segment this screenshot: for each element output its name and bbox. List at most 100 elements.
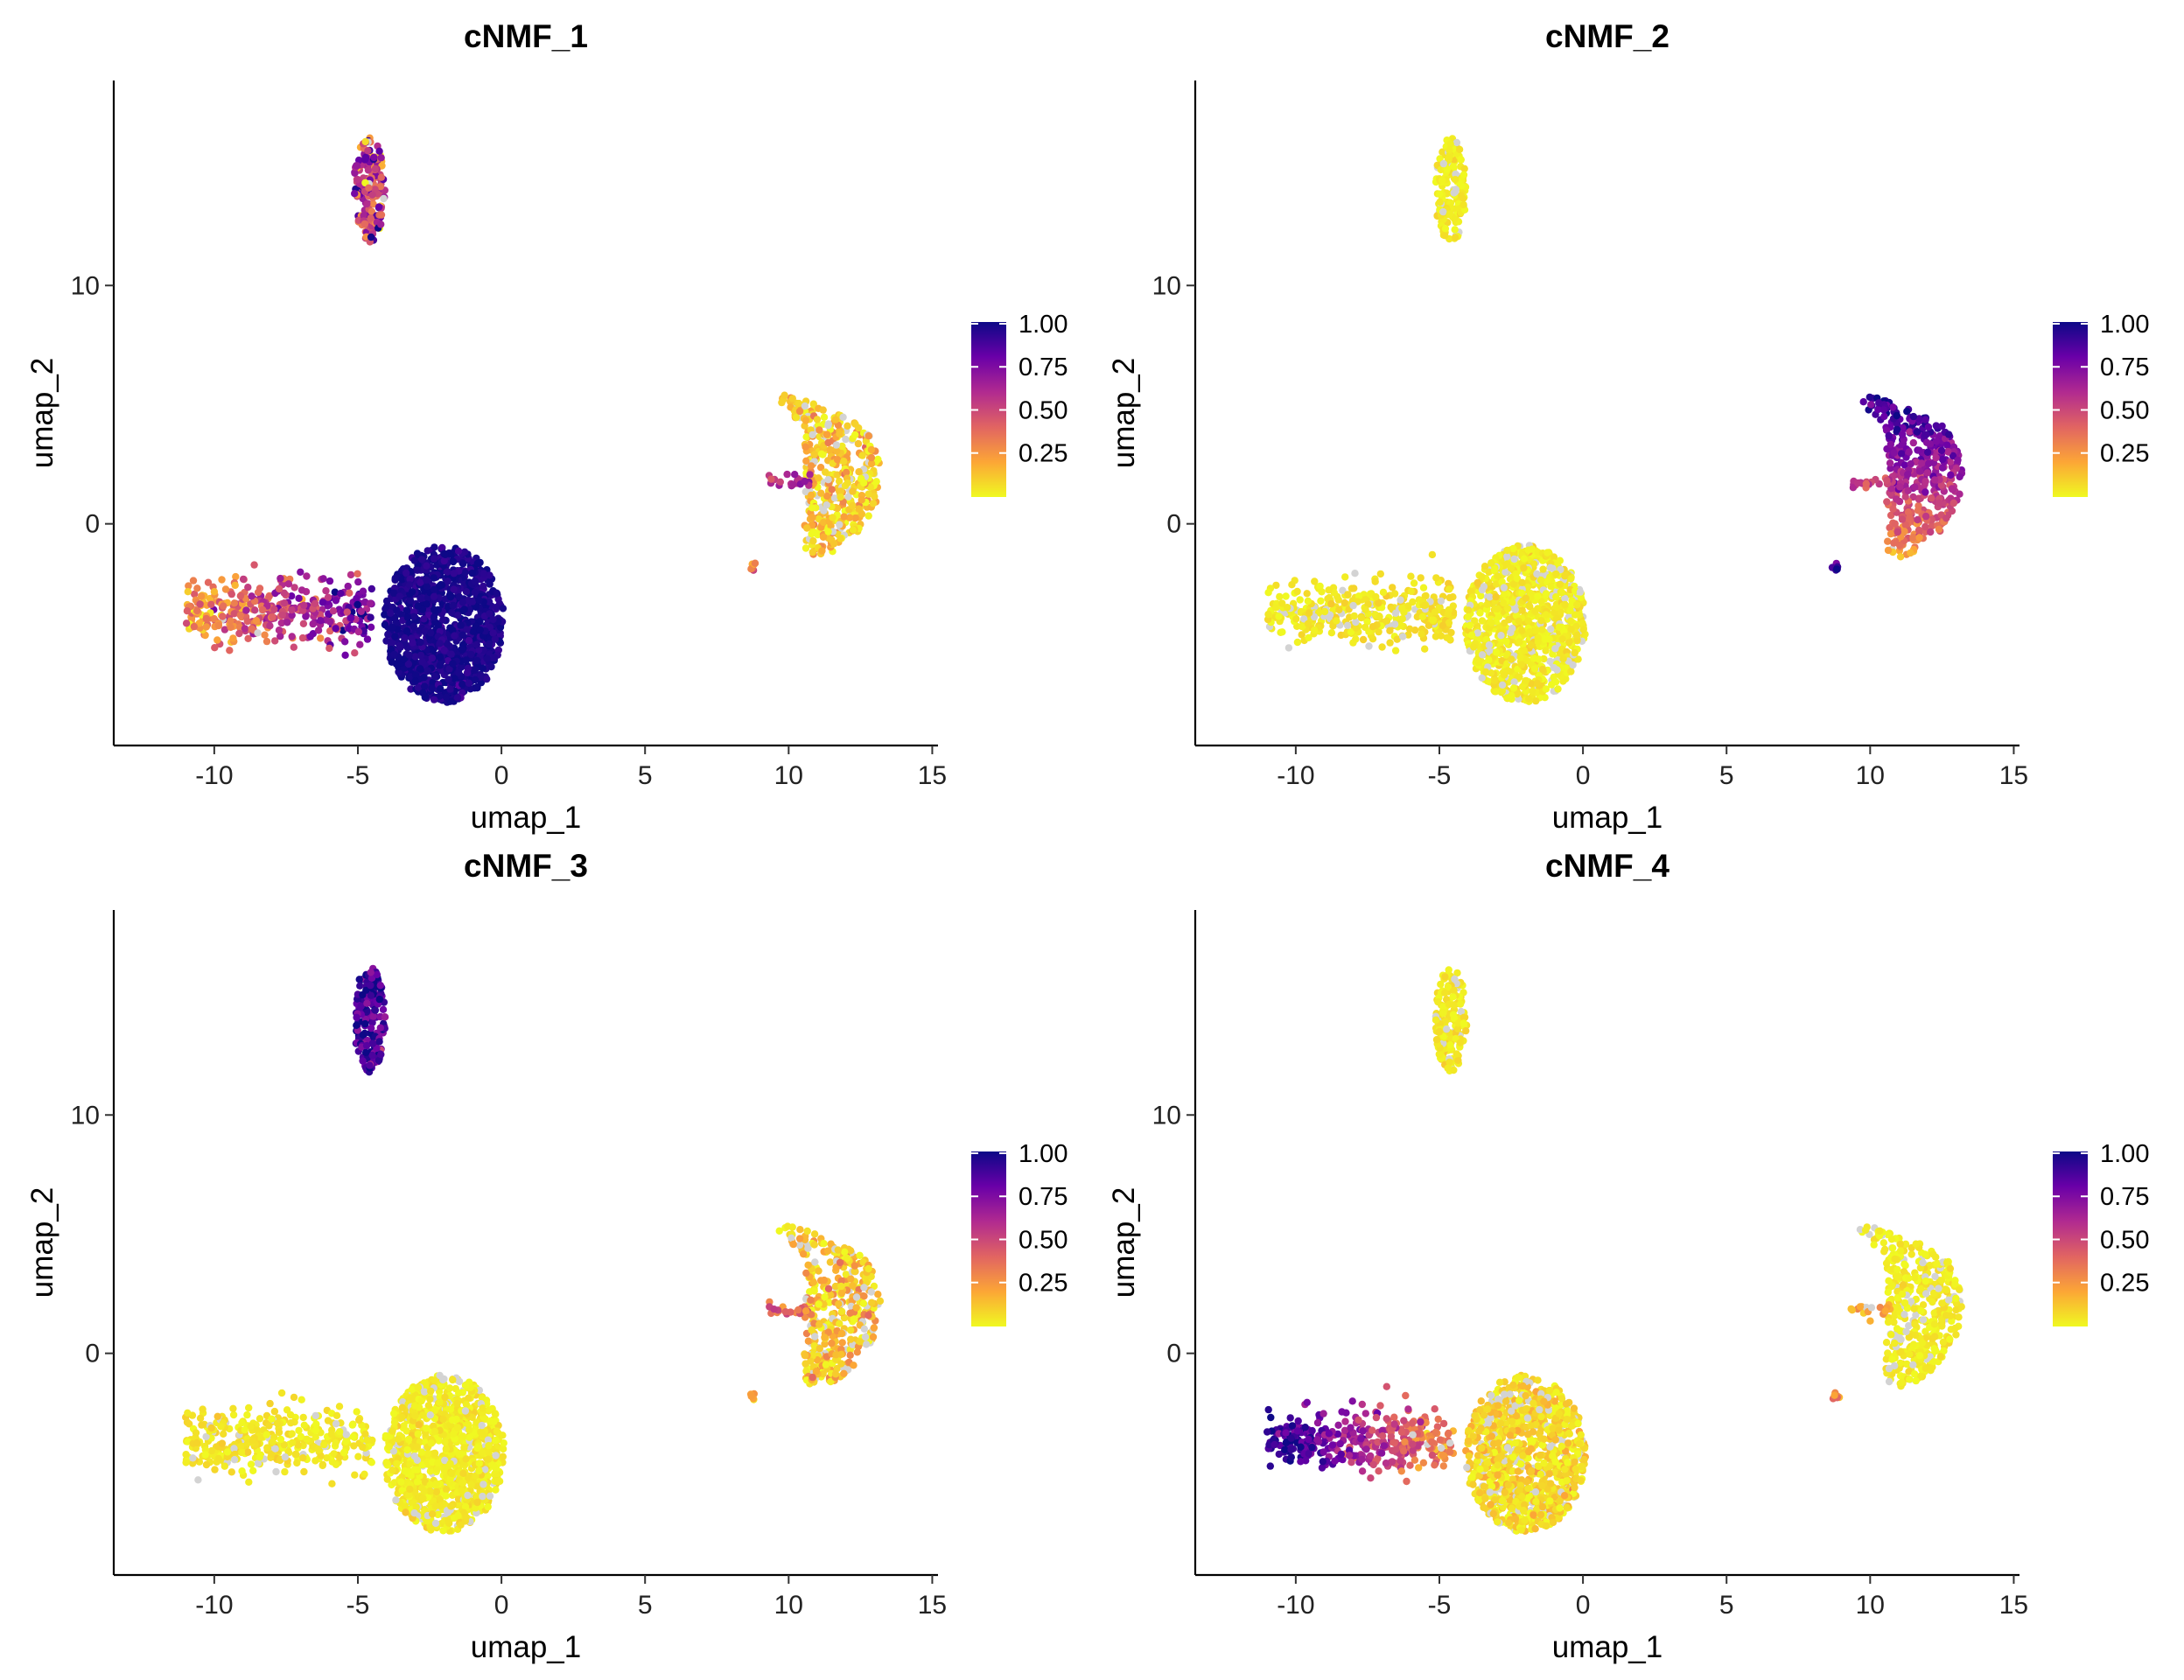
x-axis-title: umap_1 <box>1552 801 1662 835</box>
cell-point <box>780 391 788 399</box>
cell-point <box>242 606 250 614</box>
cell-point <box>359 1031 368 1039</box>
cell-point <box>1889 403 1897 411</box>
cell-point <box>1304 620 1312 628</box>
cell-point <box>483 675 491 683</box>
cell-point <box>1492 592 1500 601</box>
cell-point <box>1318 588 1326 596</box>
scatter-points <box>182 134 883 706</box>
cell-point <box>361 137 369 146</box>
cell-point <box>1542 685 1550 693</box>
cell-point <box>1943 441 1951 449</box>
cell-point <box>410 622 417 631</box>
cell-point <box>275 626 284 634</box>
cell-point <box>402 569 410 578</box>
cell-point <box>1382 617 1391 625</box>
cell-point <box>1310 626 1319 634</box>
cell-point <box>1501 590 1508 598</box>
cell-point <box>1390 620 1399 628</box>
cell-point <box>376 982 384 990</box>
colorbar-label: 0.75 <box>1018 354 1068 382</box>
cell-point <box>1884 537 1892 545</box>
cell-point <box>1500 671 1508 679</box>
cell-point <box>326 577 334 585</box>
cell-point <box>423 583 431 591</box>
cell-point <box>1417 574 1424 582</box>
cell-point <box>428 654 437 662</box>
cell-point <box>1917 459 1926 467</box>
cell-point <box>442 1486 451 1494</box>
cell-point <box>396 592 403 600</box>
cell-point <box>361 1019 369 1028</box>
cell-point <box>402 606 411 614</box>
cell-point <box>1859 398 1867 406</box>
cell-point <box>824 422 832 430</box>
cell-point <box>319 575 327 583</box>
cell-point <box>1561 600 1569 609</box>
cell-point <box>382 602 391 611</box>
cell-point <box>1405 625 1414 633</box>
cell-point <box>1325 586 1333 594</box>
cell-point <box>1567 617 1575 625</box>
cell-point <box>414 683 423 691</box>
cell-point <box>381 1013 389 1021</box>
cell-point <box>491 635 499 643</box>
cell-point <box>1437 632 1446 640</box>
cell-point <box>243 617 251 626</box>
cell-point <box>480 570 488 578</box>
cell-point <box>849 501 857 510</box>
cell-point <box>411 653 419 661</box>
cell-point <box>468 569 476 578</box>
cell-point <box>871 493 878 500</box>
cell-point <box>430 555 438 563</box>
cell-point <box>1359 635 1368 644</box>
cell-point <box>375 995 383 1004</box>
cell-point <box>486 610 494 618</box>
cell-point <box>302 612 310 620</box>
cell-point <box>1566 606 1574 614</box>
cell-point <box>818 547 826 555</box>
cell-point <box>1264 589 1272 597</box>
cell-point <box>1937 446 1946 455</box>
cell-point <box>1466 621 1474 629</box>
cell-point <box>808 491 816 500</box>
cell-point <box>228 590 235 598</box>
cell-point <box>1501 619 1508 627</box>
cell-point <box>1264 610 1272 619</box>
cell-point <box>855 505 863 513</box>
cell-point <box>839 413 847 421</box>
cell-point <box>1914 507 1922 514</box>
cell-point <box>430 613 438 621</box>
cell-point <box>440 556 448 565</box>
cell-point <box>331 588 339 596</box>
cell-point <box>1492 648 1501 656</box>
cell-point <box>1502 638 1510 646</box>
cell-point <box>284 580 293 588</box>
cell-point <box>454 547 463 555</box>
cell-point <box>824 438 832 447</box>
cell-point <box>346 589 354 597</box>
cell-point <box>1542 611 1550 619</box>
cell-point <box>836 521 844 528</box>
cell-point <box>360 220 368 228</box>
cell-point <box>1909 534 1917 542</box>
cell-point <box>1485 656 1493 664</box>
cell-point <box>473 559 481 568</box>
cell-point <box>1488 559 1495 567</box>
cell-point <box>458 646 466 654</box>
cell-point <box>236 611 244 620</box>
cell-point <box>227 623 234 632</box>
x-tick-label: 10 <box>774 761 803 790</box>
cell-point <box>1527 641 1536 649</box>
cell-point <box>802 416 810 424</box>
cell-point <box>351 169 359 178</box>
cell-point <box>449 660 457 668</box>
cell-point <box>1886 459 1894 467</box>
cell-point <box>360 212 368 220</box>
cell-point <box>421 682 429 690</box>
cell-point <box>332 597 340 605</box>
cell-point <box>288 633 296 640</box>
cell-point <box>817 489 825 497</box>
cell-point <box>819 533 828 541</box>
